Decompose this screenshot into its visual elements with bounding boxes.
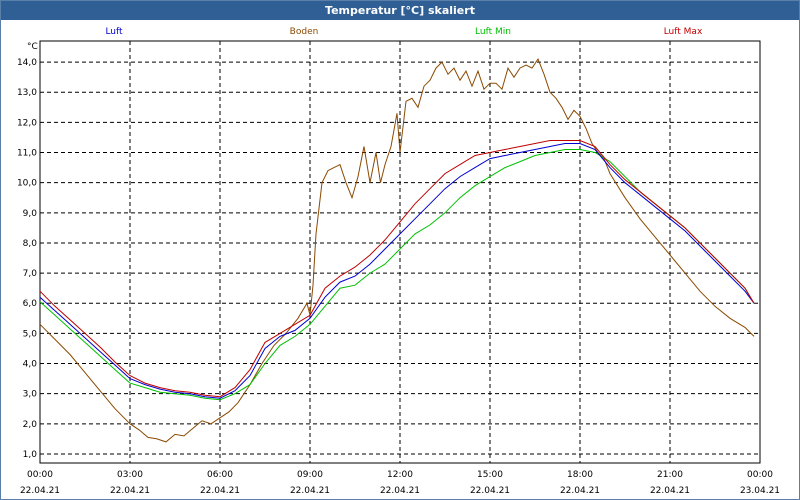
y-tick-label: 13,0 [17,88,37,98]
x-tick-time: 18:00 [567,470,593,480]
legend: Luft Boden Luft Min Luft Max [105,27,703,37]
x-axis-ticks: 00:00 22.04.21 03:00 22.04.21 06:00 22.04.21 0… [20,470,780,496]
legend-entry-luft-max: Luft Max [664,27,703,37]
y-tick-label: 4,0 [23,360,38,370]
y-tick-label: 8,0 [23,239,38,249]
x-tick-date: 22.04.21 [650,486,690,496]
y-axis-label: °C [27,42,38,52]
x-tick-time: 03:00 [117,470,143,480]
series-line-luft [39,143,755,399]
x-tick-date: 22.04.21 [560,486,600,496]
x-tick-date: 22.04.21 [20,486,60,496]
x-tick-time: 21:00 [657,470,683,480]
y-tick-label: 14,0 [17,58,37,68]
y-tick-label: 5,0 [23,329,38,339]
y-tick-label: 10,0 [17,179,37,189]
y-tick-label: 11,0 [17,149,37,159]
series-lines [39,58,755,443]
x-tick-date: 23.04.21 [740,486,780,496]
y-tick-label: 12,0 [17,118,37,128]
x-tick-time: 12:00 [387,470,413,480]
y-tick-label: 1,0 [23,450,38,460]
window-title: Temperatur [°C] skaliert [1,1,799,20]
y-tick-label: 3,0 [23,390,38,400]
x-tick-time: 15:00 [477,470,503,480]
x-tick-date: 22.04.21 [290,486,330,496]
legend-entry-boden: Boden [290,27,319,37]
x-tick-date: 22.04.21 [470,486,510,496]
x-tick-time: 00:00 [747,470,773,480]
y-tick-label: 6,0 [23,299,38,309]
legend-entry-luft: Luft [105,27,123,37]
y-axis-ticks: 1,0 2,0 3,0 4,0 5,0 6,0 7,0 8,0 9,0 10,0 11,0 12,0 1… [17,58,37,460]
series-line-boden [39,58,755,443]
y-tick-label: 9,0 [23,209,38,219]
x-tick-time: 00:00 [27,470,53,480]
series-line-luft-max [39,140,755,398]
legend-entry-luft-min: Luft Min [475,27,511,37]
x-tick-time: 06:00 [207,470,233,480]
x-tick-date: 22.04.21 [200,486,240,496]
x-tick-date: 22.04.21 [110,486,150,496]
grid-lines [40,41,760,463]
y-tick-label: 7,0 [23,269,38,279]
x-tick-time: 09:00 [297,470,323,480]
y-tick-label: 2,0 [23,420,38,430]
x-tick-date: 22.04.21 [380,486,420,496]
